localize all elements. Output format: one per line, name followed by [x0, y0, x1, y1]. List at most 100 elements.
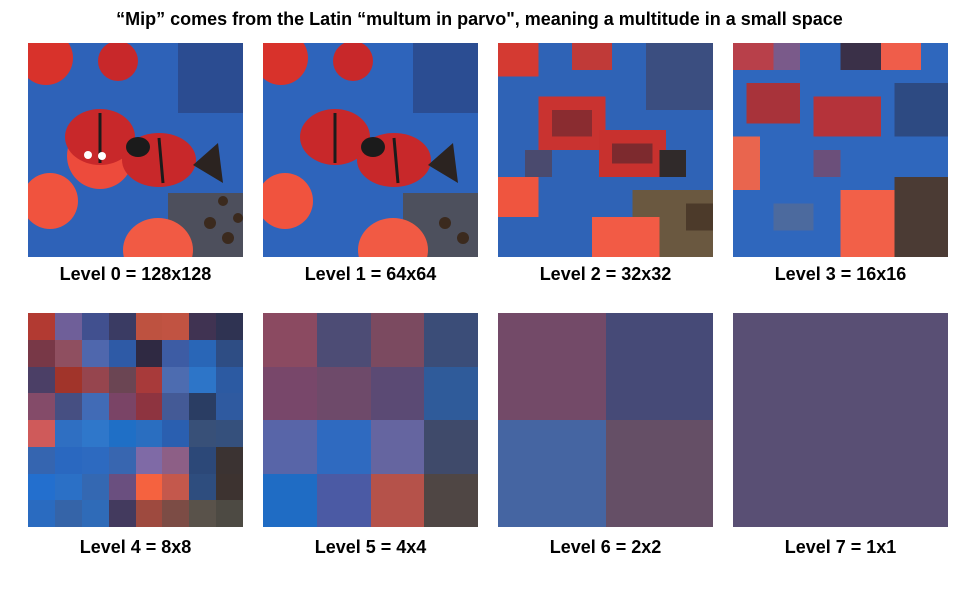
mip-texel: [189, 313, 217, 340]
mip-texel: [316, 366, 371, 420]
ladybug-pixels-level-3: [733, 43, 948, 257]
mip-texel: [162, 473, 190, 501]
level-4-label: Level 4 = 8x8: [79, 537, 192, 557]
mip-texel: [189, 339, 217, 367]
mip-texel: [216, 446, 243, 474]
mip-texel: [216, 500, 243, 527]
ladybug-pixels-level-2: [498, 43, 713, 257]
level-0-label: Level 0 = 128x128: [59, 264, 212, 284]
mip-texel: [424, 473, 478, 527]
mip-texel: [81, 446, 109, 474]
mip-texel: [162, 500, 190, 527]
mip-texel: [81, 473, 109, 501]
mip-texel: [54, 366, 82, 394]
mip-texel: [108, 446, 136, 474]
mip-texel: [189, 366, 217, 394]
mip-texel: [81, 339, 109, 367]
mip-level-3-image: [733, 43, 948, 257]
mip-texel: [498, 420, 606, 527]
mip-texel: [263, 473, 317, 527]
mip-level-4-grid: [28, 313, 243, 527]
mip-texel: [189, 420, 217, 447]
mip-texel: [28, 313, 55, 340]
mip-texel: [81, 420, 109, 447]
mip-texel: [108, 420, 136, 447]
mip-texel: [733, 313, 948, 527]
mip-texel: [605, 420, 713, 527]
mip-texel: [54, 500, 82, 527]
mip-texel: [370, 313, 425, 367]
mip-texel: [316, 473, 371, 527]
mip-texel: [135, 500, 163, 527]
level-5-label: Level 5 = 4x4: [314, 537, 427, 557]
mip-texel: [189, 500, 217, 527]
mip-texel: [424, 313, 478, 367]
mip-texel: [135, 473, 163, 501]
level-2-label: Level 2 = 32x32: [539, 264, 672, 284]
mip-texel: [135, 313, 163, 340]
mip-level-0-image: [28, 43, 243, 257]
mip-texel: [424, 420, 478, 474]
mip-texel: [54, 420, 82, 447]
mip-texel: [81, 500, 109, 527]
mip-texel: [370, 420, 425, 474]
mip-level-5-image: [263, 313, 478, 527]
mip-level-1-image: [263, 43, 478, 257]
mip-texel: [28, 500, 55, 527]
mip-texel: [54, 313, 82, 340]
ladybug-photo-level-1: [263, 43, 478, 257]
mip-texel: [162, 366, 190, 394]
mip-texel: [135, 446, 163, 474]
figure-title: “Mip” comes from the Latin “multum in pa…: [116, 9, 843, 29]
mip-texel: [54, 339, 82, 367]
mip-texel: [108, 393, 136, 420]
mip-texel: [263, 366, 317, 420]
mip-texel: [216, 313, 243, 340]
mip-texel: [498, 313, 606, 420]
mip-texel: [28, 339, 55, 367]
mip-texel: [216, 473, 243, 501]
mip-texel: [108, 366, 136, 394]
mip-texel: [81, 313, 109, 340]
mip-level-6-grid: [498, 313, 713, 527]
mip-texel: [108, 313, 136, 340]
mip-texel: [54, 446, 82, 474]
level-6-label: Level 6 = 2x2: [549, 537, 662, 557]
mip-texel: [135, 366, 163, 394]
mip-texel: [605, 313, 713, 420]
mip-texel: [424, 366, 478, 420]
mip-texel: [162, 446, 190, 474]
mip-texel: [28, 473, 55, 501]
mip-texel: [162, 313, 190, 340]
mip-texel: [28, 446, 55, 474]
mip-texel: [28, 366, 55, 394]
mip-texel: [108, 500, 136, 527]
mip-texel: [189, 473, 217, 501]
mip-level-4-image: [28, 313, 243, 527]
mip-texel: [81, 393, 109, 420]
mip-texel: [162, 420, 190, 447]
mip-texel: [28, 393, 55, 420]
mip-texel: [370, 366, 425, 420]
mip-texel: [216, 366, 243, 394]
mip-texel: [108, 339, 136, 367]
mip-level-7-image: [733, 313, 948, 527]
level-1-label: Level 1 = 64x64: [304, 264, 437, 284]
mip-level-7-grid: [733, 313, 948, 527]
mip-texel: [54, 473, 82, 501]
level-3-label: Level 3 = 16x16: [774, 264, 907, 284]
mip-texel: [216, 420, 243, 447]
mip-texel: [216, 393, 243, 420]
mip-level-2-image: [498, 43, 713, 257]
level-7-label: Level 7 = 1x1: [784, 537, 897, 557]
mip-texel: [216, 339, 243, 367]
ladybug-photo-level-0: [28, 43, 243, 257]
mip-texel: [263, 313, 317, 367]
mip-texel: [108, 473, 136, 501]
mip-texel: [263, 420, 317, 474]
mip-texel: [162, 393, 190, 420]
mip-texel: [135, 420, 163, 447]
mip-texel: [189, 393, 217, 420]
mip-texel: [54, 393, 82, 420]
mip-level-6-image: [498, 313, 713, 527]
